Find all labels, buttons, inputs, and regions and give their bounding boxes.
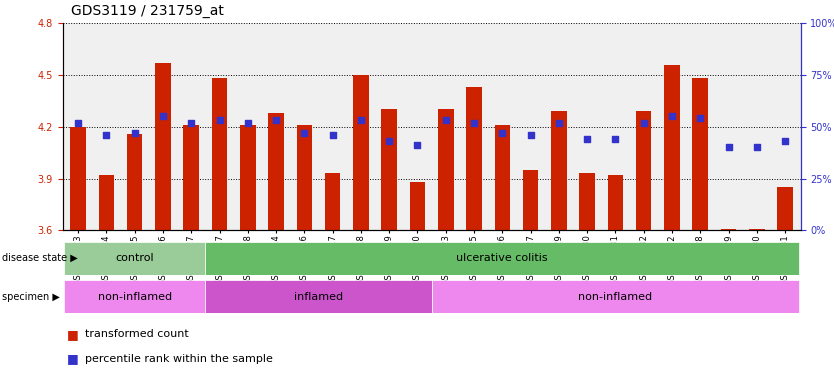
Point [213,118,226,124]
Text: GDS3119 / 231759_at: GDS3119 / 231759_at [71,4,224,18]
Point [156,113,169,119]
Bar [692,78,708,230]
Point [750,144,763,151]
Bar [269,113,284,230]
Point [326,132,339,138]
Point [524,132,537,138]
Point [411,142,425,149]
Point [666,113,679,119]
Text: ■: ■ [67,353,78,366]
Point [439,118,452,124]
Bar [721,229,736,230]
Bar [432,280,799,313]
Bar [155,63,171,230]
Bar [297,125,312,230]
Text: ulcerative colitis: ulcerative colitis [456,253,548,263]
Bar [353,75,369,230]
Point [495,130,509,136]
Text: specimen ▶: specimen ▶ [2,291,59,302]
Bar [212,78,228,230]
Point [778,138,791,144]
Bar [98,175,114,230]
Point [128,130,141,136]
Point [298,130,311,136]
Text: disease state ▶: disease state ▶ [2,253,78,263]
Text: transformed count: transformed count [85,329,188,339]
Point [241,119,254,126]
Point [552,119,565,126]
Bar [183,125,199,230]
Text: percentile rank within the sample: percentile rank within the sample [85,354,273,364]
Bar [64,242,205,275]
Bar [664,65,680,230]
Bar [523,170,539,230]
Bar [551,111,566,230]
Point [722,144,736,151]
Bar [409,182,425,230]
Point [100,132,113,138]
Point [694,115,707,121]
Bar [64,280,205,313]
Bar [324,173,340,230]
Point [72,119,85,126]
Text: ■: ■ [67,328,78,341]
Text: non-inflamed: non-inflamed [98,291,172,302]
Point [184,119,198,126]
Point [609,136,622,142]
Bar [205,242,799,275]
Bar [749,229,765,230]
Bar [495,125,510,230]
Bar [381,109,397,230]
Point [354,118,368,124]
Bar [127,134,143,230]
Point [580,136,594,142]
Bar [438,109,454,230]
Text: non-inflamed: non-inflamed [578,291,652,302]
Bar [205,280,432,313]
Point [269,118,283,124]
Bar [466,87,482,230]
Point [637,119,651,126]
Bar [70,127,86,230]
Bar [580,173,595,230]
Bar [636,111,651,230]
Text: inflamed: inflamed [294,291,343,302]
Point [383,138,396,144]
Bar [608,175,623,230]
Text: control: control [115,253,154,263]
Bar [240,125,255,230]
Bar [777,187,793,230]
Point [467,119,480,126]
